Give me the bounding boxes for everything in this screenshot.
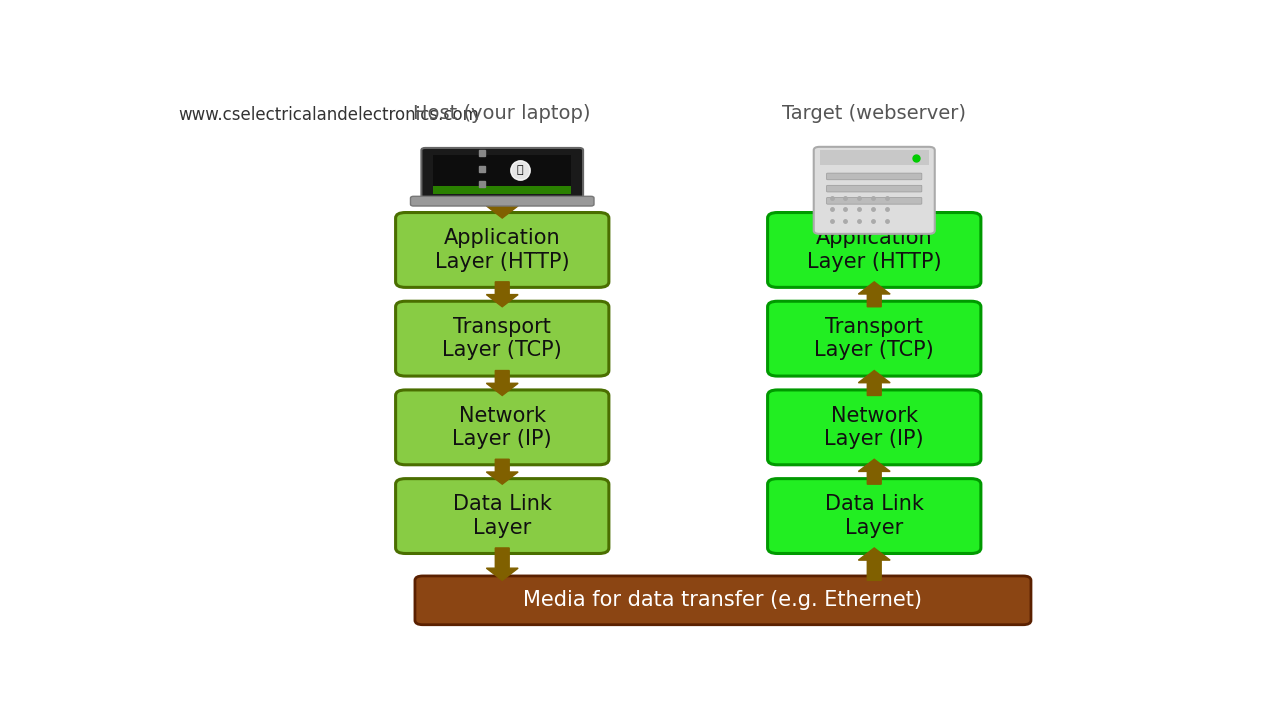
- FancyArrow shape: [859, 282, 890, 307]
- Text: Data Link
Layer: Data Link Layer: [824, 495, 924, 538]
- FancyBboxPatch shape: [814, 147, 934, 234]
- Text: www.cselectricalandelectronics.com: www.cselectricalandelectronics.com: [178, 106, 479, 124]
- Text: 🦶: 🦶: [517, 165, 524, 175]
- FancyArrow shape: [486, 201, 518, 218]
- Text: Media for data transfer (e.g. Ethernet): Media for data transfer (e.g. Ethernet): [524, 590, 923, 611]
- FancyArrow shape: [486, 371, 518, 395]
- FancyArrow shape: [859, 371, 890, 395]
- FancyBboxPatch shape: [396, 212, 609, 287]
- FancyBboxPatch shape: [827, 185, 922, 192]
- FancyBboxPatch shape: [396, 390, 609, 465]
- Text: Host (your laptop): Host (your laptop): [413, 104, 591, 123]
- Text: Transport
Layer (TCP): Transport Layer (TCP): [443, 317, 562, 360]
- FancyBboxPatch shape: [396, 301, 609, 376]
- Text: Application
Layer (HTTP): Application Layer (HTTP): [806, 228, 942, 271]
- FancyBboxPatch shape: [768, 212, 980, 287]
- FancyArrow shape: [859, 218, 890, 230]
- FancyBboxPatch shape: [434, 155, 571, 194]
- FancyArrow shape: [859, 459, 890, 484]
- Text: Application
Layer (HTTP): Application Layer (HTTP): [435, 228, 570, 271]
- FancyBboxPatch shape: [827, 197, 922, 204]
- FancyArrow shape: [859, 548, 890, 580]
- FancyBboxPatch shape: [768, 301, 980, 376]
- FancyBboxPatch shape: [415, 576, 1030, 625]
- Text: Network
Layer (IP): Network Layer (IP): [452, 406, 552, 449]
- Text: Data Link
Layer: Data Link Layer: [453, 495, 552, 538]
- FancyBboxPatch shape: [768, 390, 980, 465]
- Text: Transport
Layer (TCP): Transport Layer (TCP): [814, 317, 934, 360]
- FancyArrow shape: [486, 282, 518, 307]
- FancyBboxPatch shape: [768, 479, 980, 554]
- FancyBboxPatch shape: [411, 197, 594, 206]
- FancyBboxPatch shape: [819, 150, 929, 165]
- FancyBboxPatch shape: [396, 479, 609, 554]
- FancyBboxPatch shape: [434, 186, 571, 194]
- FancyBboxPatch shape: [421, 148, 584, 200]
- FancyBboxPatch shape: [827, 173, 922, 180]
- Text: Target (webserver): Target (webserver): [782, 104, 966, 123]
- FancyArrow shape: [486, 459, 518, 484]
- Text: Network
Layer (IP): Network Layer (IP): [824, 406, 924, 449]
- FancyArrow shape: [486, 548, 518, 580]
